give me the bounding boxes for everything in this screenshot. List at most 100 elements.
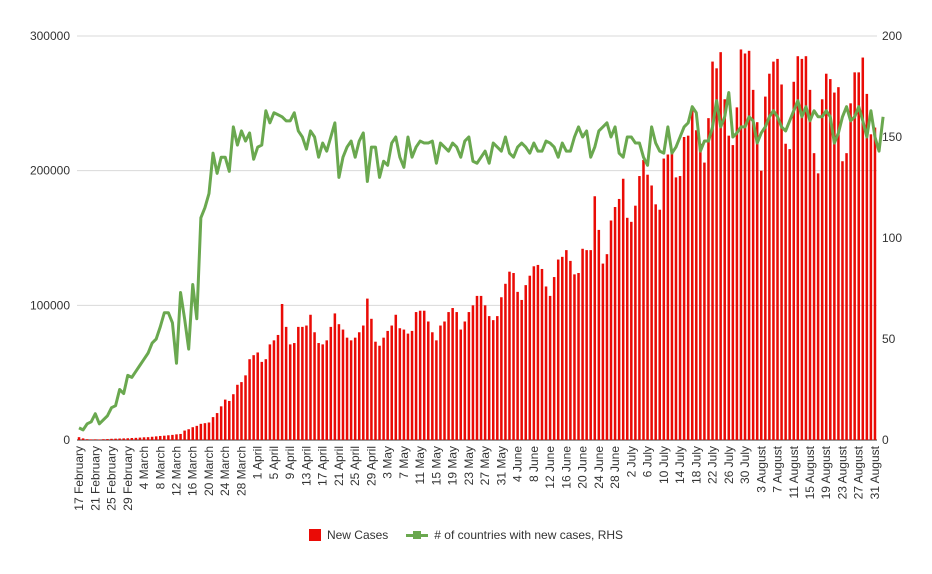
x-tick-label: 24 June bbox=[592, 446, 606, 489]
x-tick-label: 12 March bbox=[169, 446, 183, 496]
new-cases-bar bbox=[150, 436, 154, 440]
x-tick-label: 17 February bbox=[72, 446, 86, 511]
new-cases-bar bbox=[410, 330, 414, 440]
new-cases-bar bbox=[512, 273, 515, 440]
x-tick-label: 9 April bbox=[283, 446, 297, 479]
new-cases-bar bbox=[764, 96, 767, 440]
x-tick-label: 21 April bbox=[332, 446, 346, 486]
new-cases-bar bbox=[857, 72, 860, 441]
x-tick-label: 19 August bbox=[819, 445, 833, 499]
x-tick-label: 11 August bbox=[787, 445, 801, 498]
new-cases-bar bbox=[333, 313, 337, 440]
new-cases-bar bbox=[609, 220, 613, 440]
new-cases-bar bbox=[284, 326, 288, 440]
new-cases-bar bbox=[508, 271, 511, 440]
new-cases-bar bbox=[625, 217, 629, 440]
new-cases-bar bbox=[873, 127, 877, 440]
new-cases-bar bbox=[163, 435, 166, 440]
new-cases-bar bbox=[422, 310, 426, 440]
new-cases-bar bbox=[573, 274, 576, 440]
new-cases-bar bbox=[370, 318, 373, 440]
new-cases-bar bbox=[597, 229, 601, 440]
new-cases-bar bbox=[305, 325, 308, 440]
new-cases-bar bbox=[293, 343, 296, 440]
new-cases-bar bbox=[861, 57, 865, 441]
new-cases-bar bbox=[743, 53, 747, 441]
new-cases-bar bbox=[496, 316, 499, 440]
x-tick-label: 20 June bbox=[576, 446, 590, 489]
x-tick-label: 12 June bbox=[543, 446, 557, 489]
new-cases-bar bbox=[723, 99, 726, 440]
new-cases-bar bbox=[849, 103, 852, 440]
new-cases-bar bbox=[491, 320, 495, 440]
new-cases-bar bbox=[695, 130, 698, 440]
x-tick-label: 26 July bbox=[722, 446, 736, 484]
x-tick-label: 31 May bbox=[494, 446, 508, 485]
legend-swatch-new-cases bbox=[308, 529, 321, 541]
new-cases-bar bbox=[175, 434, 178, 440]
x-axis: 17 February 21 February 25 February 29 Febr… bbox=[72, 445, 882, 510]
x-tick-label: 27 August bbox=[852, 445, 866, 499]
y-left-tick-label: 300000 bbox=[30, 29, 70, 43]
new-cases-bar bbox=[841, 161, 844, 441]
new-cases-bar bbox=[223, 399, 227, 440]
x-tick-label: 22 July bbox=[706, 446, 720, 484]
new-cases-bar bbox=[203, 423, 207, 440]
x-tick-label: 11 May bbox=[413, 446, 427, 484]
new-cases-bar bbox=[219, 406, 223, 440]
x-tick-label: 23 August bbox=[835, 445, 849, 499]
new-cases-bar bbox=[662, 158, 666, 440]
new-cases-bar bbox=[130, 437, 134, 440]
new-cases-bar bbox=[240, 382, 243, 440]
new-cases-bar bbox=[390, 325, 393, 440]
x-tick-label: 16 March bbox=[186, 446, 200, 496]
new-cases-bar bbox=[845, 153, 848, 440]
new-cases-bar bbox=[768, 73, 771, 440]
new-cases-bar bbox=[146, 437, 150, 440]
new-cases-bar bbox=[561, 256, 564, 440]
new-cases-bar bbox=[711, 61, 714, 440]
new-cases-bar bbox=[772, 61, 775, 440]
new-cases-bar bbox=[621, 178, 625, 440]
new-cases-bar bbox=[638, 176, 641, 440]
new-cases-bar bbox=[739, 49, 743, 440]
new-cases-bar bbox=[349, 340, 353, 440]
y-axis-left: 0 100000 200000 300000 bbox=[30, 29, 70, 447]
x-tick-label: 24 March bbox=[218, 446, 232, 496]
new-cases-bar bbox=[341, 329, 345, 440]
x-tick-label: 28 March bbox=[234, 446, 248, 496]
new-cases-bar bbox=[760, 170, 763, 440]
new-cases-bar bbox=[463, 321, 467, 440]
new-cases-bar bbox=[85, 439, 89, 440]
new-cases-bar bbox=[780, 84, 783, 440]
new-cases-bar bbox=[788, 149, 791, 440]
new-cases-bar bbox=[447, 312, 450, 440]
y-right-tick-label: 100 bbox=[882, 231, 902, 245]
new-cases-bar bbox=[179, 433, 182, 440]
new-cases-bar bbox=[122, 438, 125, 440]
new-cases-bar bbox=[195, 425, 199, 440]
x-tick-label: 8 March bbox=[153, 446, 167, 489]
x-tick-label: 4 March bbox=[137, 446, 151, 489]
y-right-tick-label: 200 bbox=[882, 29, 902, 43]
new-cases-bar bbox=[171, 434, 174, 440]
new-cases-bar bbox=[102, 439, 105, 440]
new-cases-bar bbox=[215, 413, 219, 440]
x-tick-label: 25 April bbox=[348, 446, 362, 486]
new-cases-bar bbox=[751, 89, 755, 440]
new-cases-bar bbox=[593, 196, 597, 440]
new-cases-bar bbox=[812, 153, 816, 440]
legend-swatch-countries bbox=[406, 529, 429, 541]
new-cases-bar bbox=[658, 209, 661, 440]
new-cases-bar bbox=[500, 297, 503, 440]
x-tick-label: 15 August bbox=[803, 445, 817, 499]
new-cases-bar bbox=[138, 437, 142, 440]
y-right-tick-label: 0 bbox=[882, 433, 889, 447]
x-tick-label: 29 April bbox=[364, 446, 378, 486]
new-cases-bar bbox=[682, 137, 686, 440]
new-cases-bar bbox=[280, 303, 284, 440]
new-cases-bar bbox=[646, 174, 649, 440]
new-cases-bar bbox=[699, 143, 702, 440]
x-tick-label: 30 July bbox=[738, 446, 752, 484]
